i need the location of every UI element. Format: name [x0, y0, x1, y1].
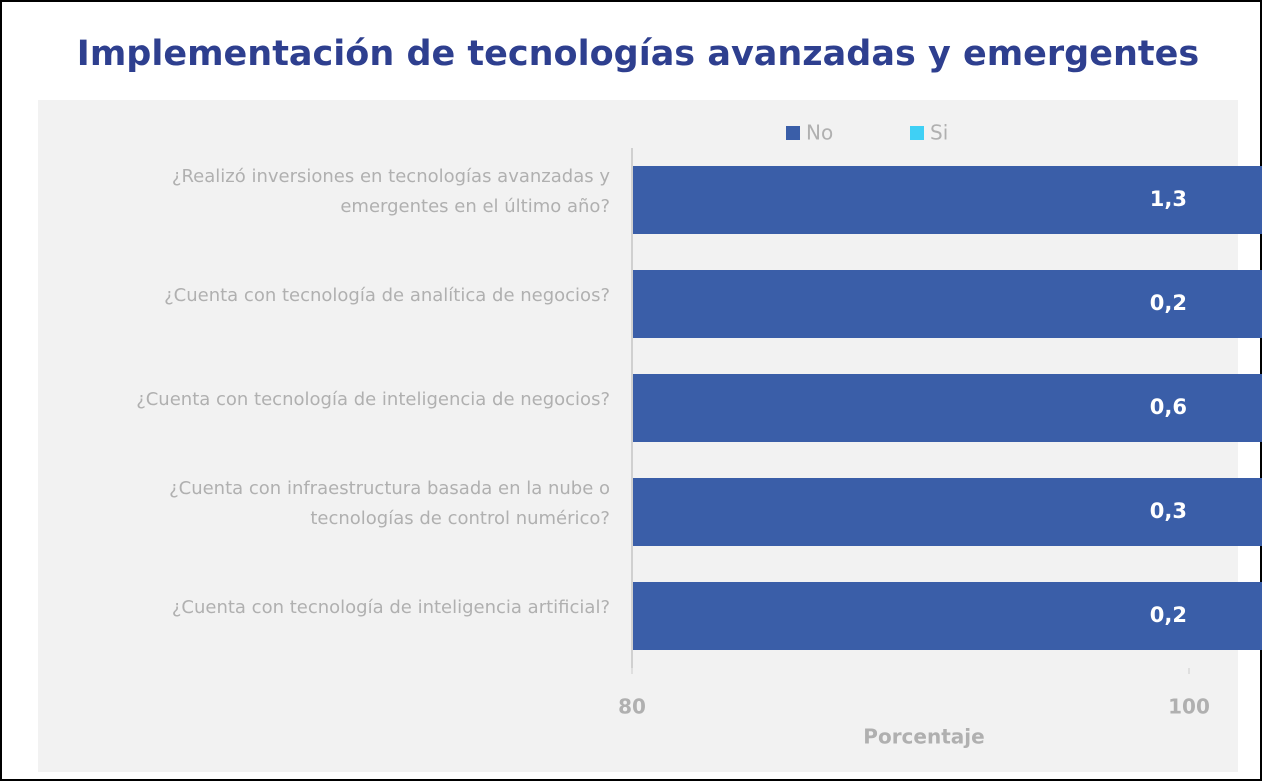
legend-label: No — [806, 121, 833, 145]
category-label: ¿Realizó inversiones en tecnologías avan… — [172, 166, 610, 187]
legend-swatch — [910, 126, 924, 140]
x-tick-label: 80 — [618, 695, 646, 719]
bar-segment — [632, 166, 1262, 234]
chart-title: Implementación de tecnologías avanzadas … — [77, 34, 1199, 74]
legend-swatch — [786, 126, 800, 140]
category-label: ¿Cuenta con tecnología de analítica de n… — [164, 285, 610, 306]
data-label: 0,6 — [1150, 395, 1187, 419]
data-label: 1,3 — [1150, 187, 1187, 211]
category-label: ¿Cuenta con tecnología de inteligencia d… — [136, 389, 610, 410]
x-axis-title: Porcentaje — [863, 725, 984, 749]
category-label: emergentes en el último año? — [340, 196, 610, 217]
data-label: 0,3 — [1150, 499, 1187, 523]
category-label: tecnologías de control numérico? — [310, 508, 610, 529]
data-label: 0,2 — [1150, 291, 1187, 315]
bar-segment — [632, 270, 1262, 338]
bar-segment — [632, 374, 1262, 442]
data-label: 0,2 — [1150, 603, 1187, 627]
legend-label: Si — [930, 121, 948, 145]
category-label: ¿Cuenta con infraestructura basada en la… — [169, 478, 610, 499]
x-tick-label: 100 — [1168, 695, 1210, 719]
bar-segment — [632, 582, 1262, 650]
category-label: ¿Cuenta con tecnología de inteligencia a… — [172, 597, 610, 618]
bar-segment — [632, 478, 1262, 546]
